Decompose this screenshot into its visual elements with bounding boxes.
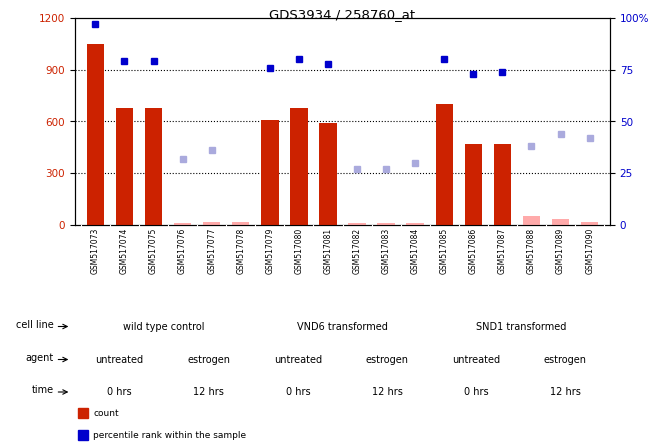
Text: GSM517088: GSM517088: [527, 227, 536, 274]
Bar: [378, 223, 395, 225]
Text: GSM517087: GSM517087: [498, 227, 507, 274]
Text: 0 hrs: 0 hrs: [464, 387, 488, 397]
Text: GSM517076: GSM517076: [178, 227, 187, 274]
Bar: [116, 108, 133, 225]
Text: percentile rank within the sample: percentile rank within the sample: [93, 431, 246, 440]
Text: GSM517086: GSM517086: [469, 227, 478, 274]
Text: GSM517077: GSM517077: [207, 227, 216, 274]
Text: untreated: untreated: [96, 354, 144, 365]
Text: count: count: [93, 408, 119, 417]
Text: GSM517073: GSM517073: [91, 227, 100, 274]
Text: agent: agent: [26, 353, 54, 363]
Text: untreated: untreated: [452, 354, 501, 365]
Bar: [87, 44, 104, 225]
Text: estrogen: estrogen: [544, 354, 587, 365]
Bar: [348, 223, 366, 225]
Text: cell line: cell line: [16, 320, 54, 330]
Text: GSM517080: GSM517080: [294, 227, 303, 274]
Text: VND6 transformed: VND6 transformed: [297, 321, 388, 332]
Text: SND1 transformed: SND1 transformed: [476, 321, 566, 332]
Bar: [290, 108, 308, 225]
Text: GSM517075: GSM517075: [149, 227, 158, 274]
Text: GSM517079: GSM517079: [266, 227, 274, 274]
Text: time: time: [32, 385, 54, 396]
Text: wild type control: wild type control: [124, 321, 205, 332]
Text: untreated: untreated: [274, 354, 322, 365]
Text: GSM517078: GSM517078: [236, 227, 245, 274]
Text: 0 hrs: 0 hrs: [107, 387, 132, 397]
Text: GSM517084: GSM517084: [411, 227, 420, 274]
Text: 0 hrs: 0 hrs: [286, 387, 311, 397]
Bar: [174, 223, 191, 225]
Text: GSM517083: GSM517083: [381, 227, 391, 274]
Bar: [523, 215, 540, 225]
Text: GSM517085: GSM517085: [440, 227, 449, 274]
Bar: [406, 223, 424, 225]
Text: GSM517074: GSM517074: [120, 227, 129, 274]
Text: GSM517081: GSM517081: [324, 227, 333, 274]
Text: 12 hrs: 12 hrs: [550, 387, 581, 397]
Bar: [145, 108, 162, 225]
Bar: [232, 222, 249, 225]
Text: estrogen: estrogen: [187, 354, 230, 365]
Text: 12 hrs: 12 hrs: [372, 387, 402, 397]
Bar: [436, 104, 453, 225]
Text: GSM517090: GSM517090: [585, 227, 594, 274]
Text: GSM517089: GSM517089: [556, 227, 565, 274]
Bar: [203, 222, 221, 225]
Bar: [465, 144, 482, 225]
Text: 12 hrs: 12 hrs: [193, 387, 224, 397]
Text: GSM517082: GSM517082: [353, 227, 361, 274]
Bar: [261, 120, 279, 225]
Bar: [552, 219, 569, 225]
Bar: [493, 144, 511, 225]
Text: estrogen: estrogen: [366, 354, 409, 365]
Bar: [581, 222, 598, 225]
Bar: [319, 123, 337, 225]
Text: GDS3934 / 258760_at: GDS3934 / 258760_at: [270, 8, 415, 21]
